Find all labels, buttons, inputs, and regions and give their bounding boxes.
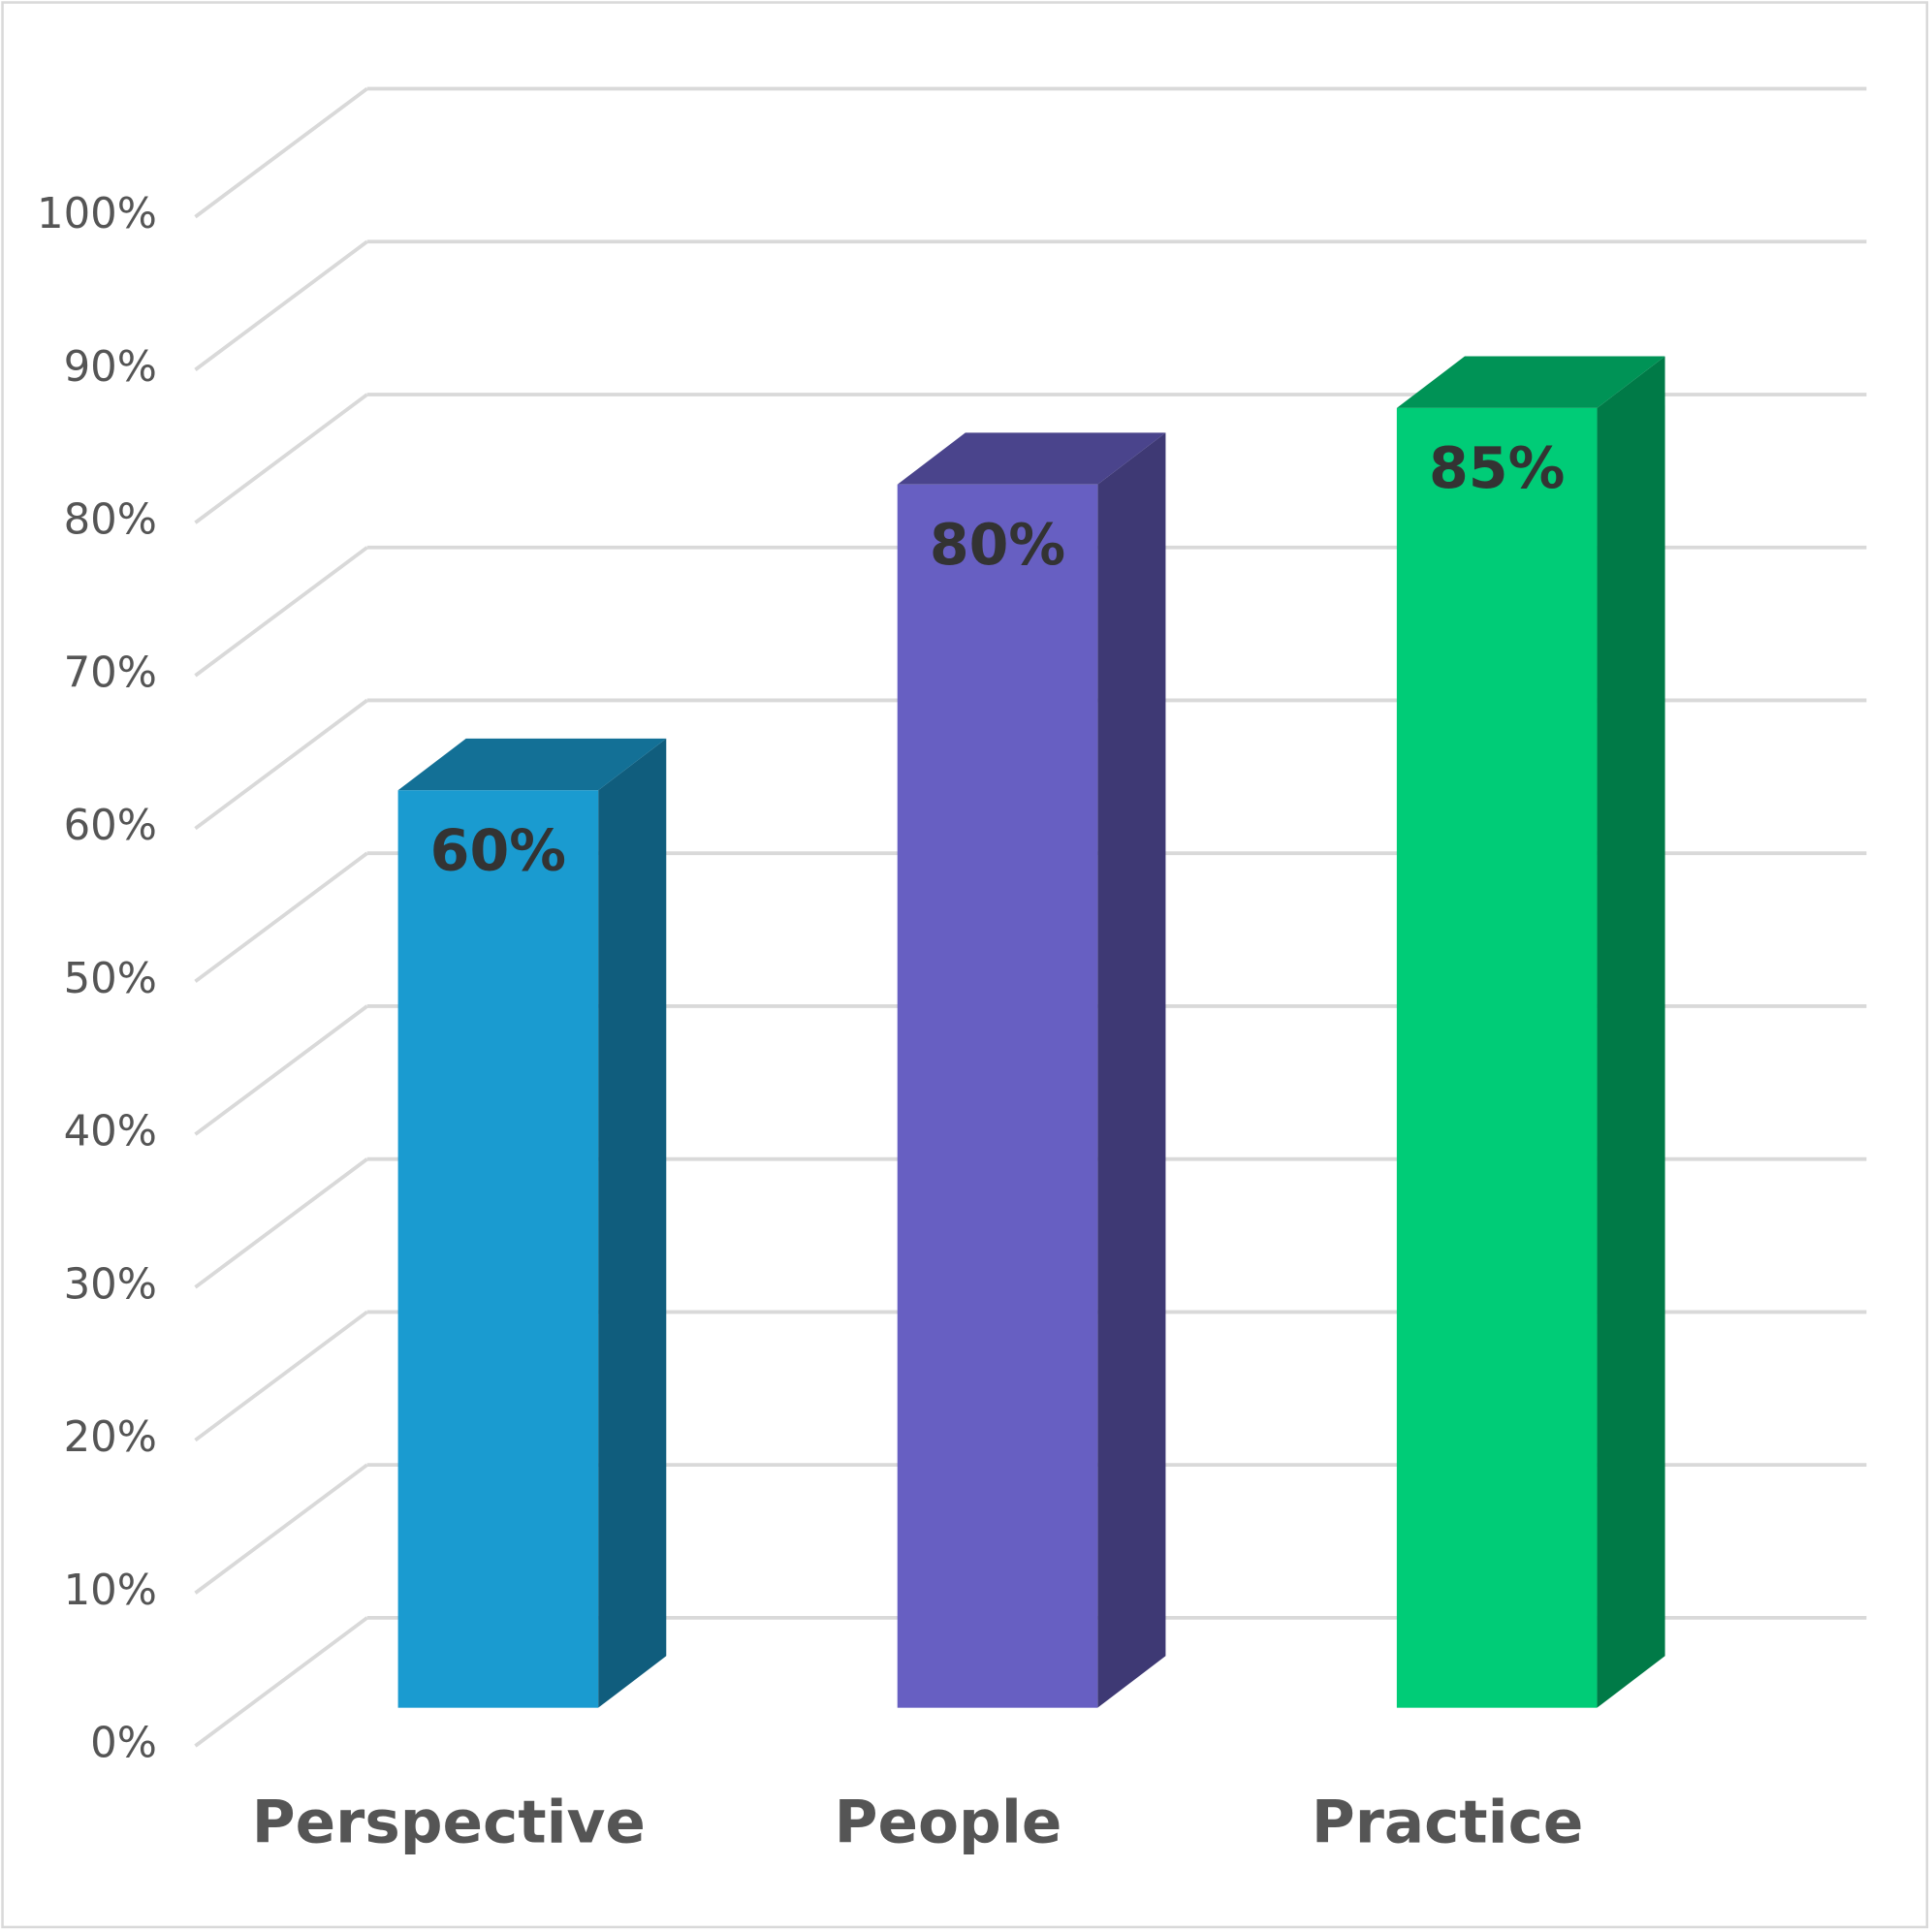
value-label: 85%	[1429, 435, 1565, 501]
y-tick-label: 90%	[64, 343, 157, 392]
grid-line-side	[194, 851, 368, 983]
grid-line-side	[194, 698, 368, 831]
y-tick-label: 20%	[64, 1413, 157, 1462]
grid-line-side	[194, 1004, 368, 1136]
grid-line-side	[194, 393, 368, 524]
bar	[897, 484, 1098, 1708]
grid-line-side	[194, 239, 368, 371]
value-label: 60%	[430, 818, 566, 884]
y-tick-label: 80%	[64, 496, 157, 545]
grid-line-side	[194, 1310, 368, 1442]
bar-side	[598, 738, 667, 1708]
x-tick-label: People	[835, 1788, 1062, 1856]
bar-top	[1396, 356, 1665, 408]
bar-top	[397, 738, 667, 791]
grid-line-side	[194, 86, 368, 219]
value-label: 80%	[930, 512, 1065, 578]
x-tick-label: Perspective	[252, 1788, 646, 1856]
y-tick-label: 10%	[64, 1567, 157, 1615]
y-tick-label: 40%	[64, 1108, 157, 1156]
y-tick-label: 70%	[64, 649, 157, 697]
bar-side	[1597, 356, 1665, 1708]
bar	[1396, 407, 1598, 1708]
bar-side	[1097, 432, 1166, 1708]
y-tick-label: 60%	[64, 802, 157, 850]
grid-line-side	[194, 1463, 368, 1595]
y-tick-label: 100%	[37, 190, 157, 238]
y-tick-label: 50%	[64, 955, 157, 1003]
x-tick-label: Practice	[1312, 1788, 1584, 1856]
bar-top	[897, 432, 1166, 485]
grid-line-side	[194, 1616, 368, 1748]
grid-line-side	[194, 1157, 368, 1289]
y-tick-label: 30%	[64, 1260, 157, 1309]
grid-line-side	[194, 546, 368, 678]
y-tick-label: 0%	[90, 1720, 157, 1768]
bar	[397, 790, 599, 1708]
